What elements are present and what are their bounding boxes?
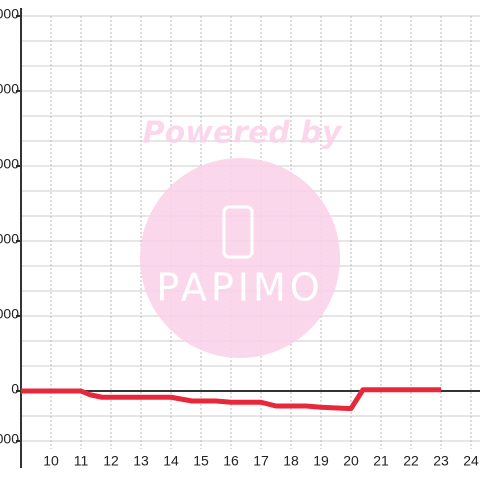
x-tick-label: 12 bbox=[103, 453, 119, 469]
x-tick-label: 21 bbox=[373, 453, 389, 469]
x-tick-label: 23 bbox=[433, 453, 449, 469]
x-tick-label: 16 bbox=[223, 453, 239, 469]
x-tick-label: 14 bbox=[163, 453, 179, 469]
y-tick-label: -20,000 bbox=[0, 431, 19, 447]
x-tick-label: 24 bbox=[463, 453, 479, 469]
y-tick-label: 120,000 bbox=[0, 81, 19, 97]
watermark: Powered by PAPIMO bbox=[140, 116, 343, 358]
x-tick-label: 17 bbox=[253, 453, 269, 469]
y-tick-label: 30,000 bbox=[0, 306, 19, 322]
y-tick-label: 150,000 bbox=[0, 6, 19, 22]
y-tick-label: 60,000 bbox=[0, 231, 19, 247]
x-tick-label: 11 bbox=[74, 453, 89, 469]
x-tick-label: 15 bbox=[193, 453, 209, 469]
x-tick-label: 20 bbox=[343, 453, 359, 469]
phone-icon bbox=[222, 205, 254, 259]
series-line bbox=[21, 387, 441, 411]
watermark-title: Powered by bbox=[143, 116, 343, 151]
x-tick-label: 13 bbox=[133, 453, 149, 469]
y-tick-label: 0 bbox=[11, 381, 19, 397]
x-tick-label: 18 bbox=[283, 453, 299, 469]
x-tick-label: 19 bbox=[313, 453, 329, 469]
watermark-brand: PAPIMO bbox=[156, 266, 323, 310]
x-tick-label: 22 bbox=[403, 453, 419, 469]
y-tick-label: 90,000 bbox=[0, 156, 19, 172]
x-tick-label: 10 bbox=[43, 453, 59, 469]
